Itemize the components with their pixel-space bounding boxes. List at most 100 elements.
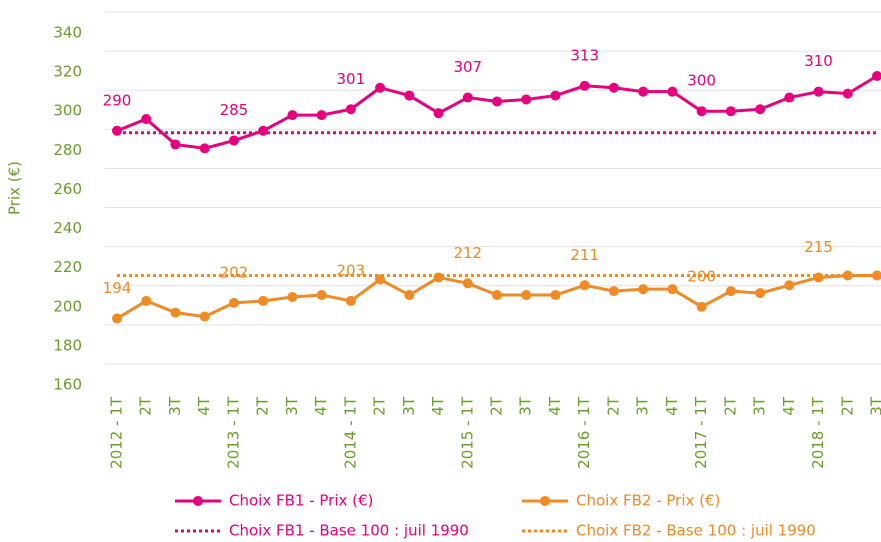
point [199,143,210,154]
data-label: 290 [103,91,132,109]
x-tick-label: 2T [721,396,739,416]
x-tick-label: 2013 - 1T [224,396,242,469]
point [462,278,473,289]
legend-label: Choix FB1 - Base 100 : juil 1990 [229,522,469,540]
x-tick-label: 4T [195,396,213,416]
point [842,270,853,281]
x-tick-label: 4T [312,396,330,416]
legend-marker [193,496,203,506]
point [112,313,122,324]
x-tick-label: 2T [371,396,389,416]
x-tick-label: 3T [283,396,301,416]
y-tick-label: 340 [53,24,82,42]
point [170,139,181,150]
point [345,104,356,115]
x-tick-label: 2T [137,396,155,416]
x-tick-label: 3T [634,396,652,416]
point [872,71,881,82]
point [667,86,678,97]
y-tick-label: 240 [53,219,82,237]
x-tick-label: 2012 - 1T [108,396,126,469]
legend-label: Choix FB2 - Base 100 : juil 1990 [576,522,816,540]
x-tick-label: 3T [868,396,881,416]
point [755,104,766,115]
y-tick-label: 180 [53,336,82,354]
point [550,90,561,101]
point [842,88,853,99]
point [316,110,327,121]
point [813,272,824,283]
point [784,92,795,103]
data-label: 313 [570,46,599,64]
x-tick-label: 3T [751,396,769,416]
x-tick-label: 2T [488,396,506,416]
data-label: 285 [220,101,249,119]
point [258,125,269,136]
y-tick-label: 260 [53,180,82,198]
point [638,86,649,97]
y-tick-label: 280 [53,141,82,159]
point [258,295,269,306]
legend-label: Choix FB1 - Prix (€) [229,492,373,510]
point [813,86,824,97]
point [112,125,122,136]
point [725,286,736,297]
y-tick-label: 300 [53,102,82,120]
point [462,92,473,103]
point [287,110,298,121]
point [287,292,298,302]
x-tick-label: 3T [166,396,184,416]
point [725,106,736,117]
point [579,280,590,291]
x-tick-label: 2015 - 1T [458,396,476,469]
point [608,286,619,297]
x-tick-label: 2018 - 1T [809,396,827,469]
point [404,90,415,101]
legend-marker [540,496,550,506]
point [579,80,590,91]
x-tick-label: 4T [780,396,798,416]
point [521,94,532,105]
x-tick-label: 2016 - 1T [575,396,593,469]
point [141,295,152,306]
y-axis-label: Prix (€) [6,161,24,215]
point [608,82,619,93]
point [550,290,561,301]
point [521,290,532,301]
data-label: 194 [103,279,132,297]
y-tick-label: 160 [53,376,82,394]
point [228,135,239,146]
point [492,290,502,301]
point [170,307,181,318]
point [492,96,502,107]
x-tick-label: 4T [429,396,447,416]
y-tick-label: 320 [53,63,82,81]
point [316,290,327,301]
point [638,284,649,295]
x-tick-label: 2T [254,396,272,416]
point [404,290,415,301]
data-label: 211 [570,246,599,264]
point [696,106,707,117]
point [755,288,766,299]
x-tick-label: 3T [400,396,418,416]
point [141,114,152,125]
data-label: 212 [453,244,482,262]
point [228,297,239,308]
data-label: 307 [453,58,482,76]
data-label: 310 [804,52,833,70]
point [696,301,707,312]
x-tick-label: 2014 - 1T [341,396,359,469]
point [784,280,795,291]
data-label: 301 [337,70,366,88]
x-tick-label: 4T [546,396,564,416]
x-tick-label: 2T [838,396,856,416]
y-tick-label: 220 [53,258,82,276]
point [667,284,678,295]
x-tick-label: 2T [604,396,622,416]
x-tick-label: 4T [663,396,681,416]
point [872,270,881,281]
x-tick-label: 2017 - 1T [692,396,710,469]
data-label: 300 [687,72,716,90]
y-tick-label: 200 [53,297,82,315]
